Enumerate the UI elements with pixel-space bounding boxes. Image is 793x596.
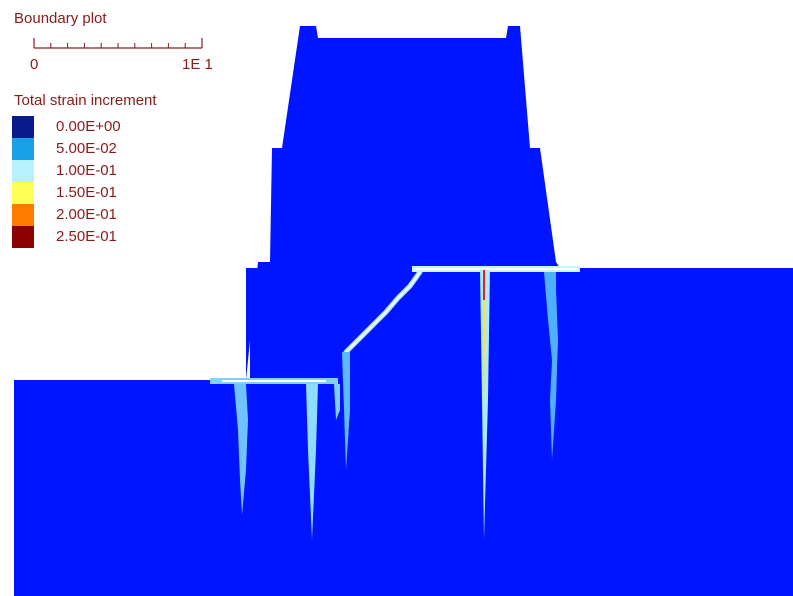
vertical-band-left-3 — [342, 352, 350, 470]
scale-end-label: 1E 1 — [182, 56, 213, 73]
legend-entry: 2.00E-01 — [0, 204, 260, 226]
plot-title: Boundary plot — [14, 10, 107, 27]
lower-horizontal-crack-core — [222, 380, 326, 382]
vertical-band-main-core — [483, 270, 486, 420]
vertical-band-right — [544, 272, 558, 460]
scale-bar — [33, 38, 203, 49]
legend-entry-label: 1.50E-01 — [56, 184, 117, 201]
vertical-band-left-2 — [306, 384, 318, 540]
vertical-band-left-4 — [334, 384, 340, 420]
legend-entry: 0.00E+00 — [0, 116, 260, 138]
legend-entry: 5.00E-02 — [0, 138, 260, 160]
legend-swatch — [12, 182, 34, 204]
legend-swatch — [12, 204, 34, 226]
legend-swatch — [12, 116, 34, 138]
legend-entry: 1.00E-01 — [0, 160, 260, 182]
legend-swatch — [12, 226, 34, 248]
legend-panel: Boundary plot 0 1E 1 Total strain increm… — [0, 0, 260, 260]
legend-entry-label: 5.00E-02 — [56, 140, 117, 157]
vertical-band-left-1 — [234, 384, 248, 515]
foundation-region — [14, 268, 793, 596]
legend-swatch — [12, 160, 34, 182]
diagonal-shear-band-core — [345, 271, 421, 353]
vertical-band-main — [480, 270, 490, 540]
dam-body — [246, 26, 560, 380]
top-horizontal-crack-core — [414, 268, 578, 270]
legend-entry-label: 2.00E-01 — [56, 206, 117, 223]
scale-start-label: 0 — [30, 56, 39, 73]
legend-entry: 2.50E-01 — [0, 226, 260, 248]
legend-entry-label: 0.00E+00 — [56, 118, 121, 135]
legend-title: Total strain increment — [14, 92, 157, 109]
legend-entry-label: 1.00E-01 — [56, 162, 117, 179]
legend-entry-label: 2.50E-01 — [56, 228, 117, 245]
legend-entry: 1.50E-01 — [0, 182, 260, 204]
legend-swatch — [12, 138, 34, 160]
